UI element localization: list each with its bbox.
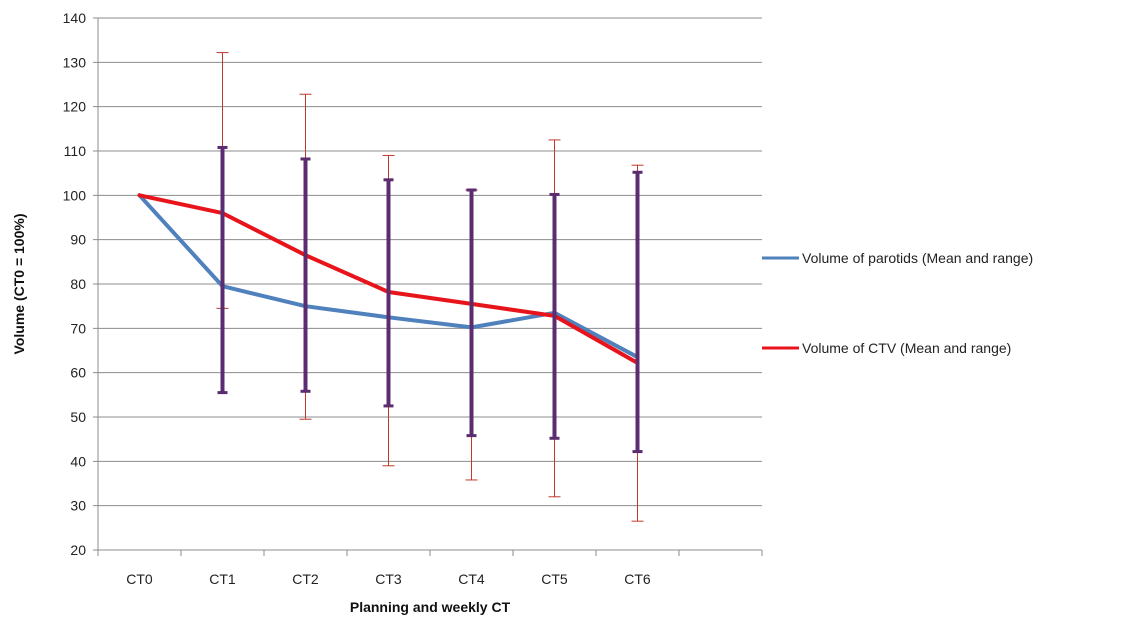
x-tick-label: CT5 bbox=[541, 571, 568, 587]
y-tick-label: 140 bbox=[63, 10, 87, 26]
y-tick-label: 120 bbox=[63, 99, 87, 115]
y-tick-label: 50 bbox=[70, 409, 86, 425]
range-bars bbox=[216, 52, 644, 522]
x-tick-label: CT3 bbox=[375, 571, 402, 587]
legend-label-parotids: Volume of parotids (Mean and range) bbox=[802, 250, 1033, 266]
legend: Volume of parotids (Mean and range) Volu… bbox=[762, 250, 1033, 356]
y-tick-label: 70 bbox=[70, 320, 86, 336]
y-tick-label: 40 bbox=[70, 453, 86, 469]
x-tick-label: CT0 bbox=[126, 571, 153, 587]
x-tick-label: CT4 bbox=[458, 571, 485, 587]
y-tick-label: 100 bbox=[63, 187, 87, 203]
x-tick-labels: CT0 CT1 CT2 CT3 CT4 CT5 CT6 bbox=[126, 571, 651, 587]
y-tick-label: 60 bbox=[70, 365, 86, 381]
y-tick-label: 80 bbox=[70, 276, 86, 292]
y-tick-label: 130 bbox=[63, 54, 87, 70]
grid-lines bbox=[93, 17, 762, 551]
legend-label-ctv: Volume of CTV (Mean and range) bbox=[802, 340, 1011, 356]
x-tick-label: CT1 bbox=[209, 571, 236, 587]
y-tick-label: 110 bbox=[64, 143, 87, 159]
y-axis-title: Volume (CT0 = 100%) bbox=[11, 214, 27, 355]
x-axis-title: Planning and weekly CT bbox=[350, 599, 511, 615]
y-tick-label: 20 bbox=[70, 542, 86, 558]
x-tick-label: CT2 bbox=[292, 571, 319, 587]
x-tick-label: CT6 bbox=[624, 571, 651, 587]
y-tick-label: 30 bbox=[70, 498, 86, 514]
y-tick-labels: 20 30 40 50 60 70 80 90 100 110 120 130 140 bbox=[63, 10, 87, 558]
axes bbox=[97, 18, 763, 556]
y-tick-label: 90 bbox=[70, 232, 86, 248]
